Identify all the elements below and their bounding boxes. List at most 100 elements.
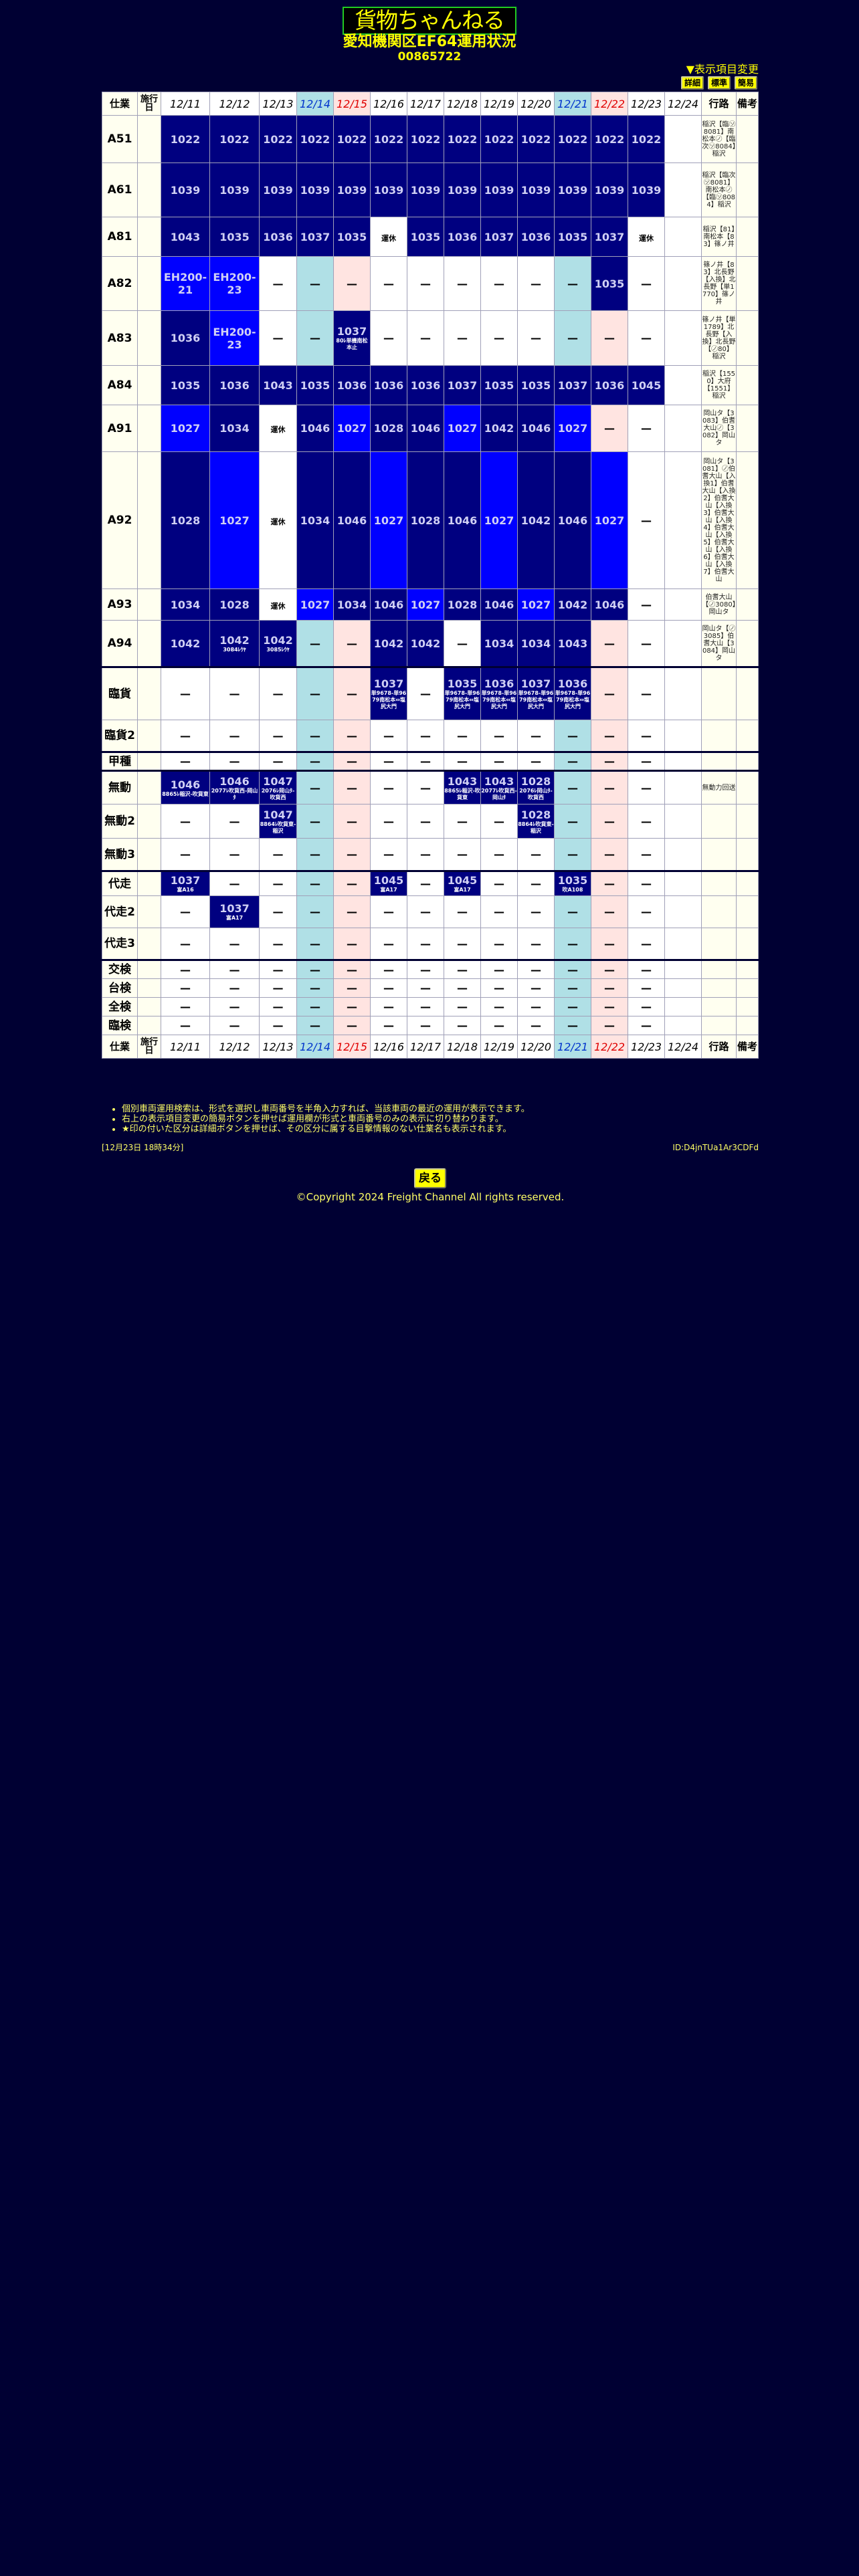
loco-number[interactable]: 1046 bbox=[219, 774, 250, 788]
loco-cell[interactable]: 1027 bbox=[554, 405, 591, 452]
loco-number[interactable]: 1037 bbox=[300, 230, 330, 243]
loco-cell[interactable]: 1022 bbox=[554, 115, 591, 163]
loco-cell[interactable]: 1028 2076ﾚ岡山ﾀ-吹貨西 bbox=[517, 770, 555, 804]
loco-cell[interactable]: 1039 bbox=[370, 163, 407, 217]
loco-number[interactable]: 1037 bbox=[219, 902, 250, 915]
date-header[interactable]: 12/21 bbox=[554, 92, 591, 116]
loco-number[interactable]: 1039 bbox=[484, 183, 514, 197]
loco-number[interactable]: 1028 bbox=[410, 514, 441, 527]
loco-number[interactable]: EH200-21 bbox=[163, 271, 207, 296]
loco-number[interactable]: 1043 bbox=[557, 637, 588, 650]
loco-number[interactable]: 1027 bbox=[170, 422, 201, 435]
loco-number[interactable]: 1022 bbox=[337, 132, 367, 146]
loco-number[interactable]: 1036 bbox=[170, 332, 201, 344]
loco-cell[interactable]: 1028 bbox=[407, 451, 444, 589]
loco-cell[interactable]: 1037 80ﾚ単機南松本止 bbox=[333, 310, 371, 366]
loco-number[interactable]: 1046 bbox=[557, 514, 588, 527]
loco-number[interactable]: 1036 bbox=[520, 230, 551, 243]
loco-cell[interactable]: 1037 bbox=[480, 217, 518, 257]
loco-cell[interactable]: 1046 2077ﾚ吹貨西-岡山ﾀ bbox=[209, 770, 260, 804]
loco-cell[interactable]: 1022 bbox=[161, 115, 210, 163]
loco-cell[interactable]: 1036 bbox=[370, 365, 407, 405]
loco-cell[interactable]: EH200-23 bbox=[209, 310, 260, 366]
loco-number[interactable]: 1039 bbox=[170, 183, 201, 197]
loco-number[interactable]: 1035 bbox=[170, 379, 201, 392]
shigyo-label[interactable]: A84 bbox=[102, 365, 138, 405]
loco-cell[interactable]: 1034 bbox=[333, 588, 371, 621]
loco-number[interactable]: 1022 bbox=[410, 132, 441, 146]
loco-cell[interactable]: 1039 bbox=[296, 163, 334, 217]
loco-number[interactable]: 1034 bbox=[337, 598, 367, 611]
date-header[interactable]: 12/11 bbox=[161, 92, 210, 116]
loco-number[interactable]: 1035 bbox=[410, 230, 441, 243]
loco-cell[interactable]: 1046 bbox=[370, 588, 407, 621]
loco-cell[interactable]: 1046 bbox=[591, 588, 628, 621]
shigyo-label[interactable]: A51 bbox=[102, 115, 138, 163]
loco-number[interactable]: 1047 bbox=[263, 774, 293, 788]
loco-number[interactable]: 1039 bbox=[594, 183, 625, 197]
shigyo-label[interactable]: 台検 bbox=[102, 978, 138, 998]
shigyo-label[interactable]: 臨貨 bbox=[102, 666, 138, 720]
shigyo-label[interactable]: A91 bbox=[102, 405, 138, 452]
loco-number[interactable]: 1037 bbox=[170, 874, 201, 887]
loco-number[interactable]: 1042 bbox=[557, 598, 588, 611]
loco-cell[interactable]: 1046 bbox=[296, 405, 334, 452]
loco-number[interactable]: 1022 bbox=[263, 132, 293, 146]
loco-cell[interactable]: 1028 bbox=[161, 451, 210, 589]
loco-cell[interactable]: 1022 bbox=[296, 115, 334, 163]
date-header[interactable]: 12/15 bbox=[333, 1035, 371, 1059]
loco-cell[interactable]: 1036 bbox=[161, 310, 210, 366]
loco-cell[interactable]: 1039 bbox=[407, 163, 444, 217]
loco-cell[interactable]: 1042 bbox=[554, 588, 591, 621]
loco-cell[interactable]: 1034 bbox=[296, 451, 334, 589]
date-header[interactable]: 12/17 bbox=[407, 1035, 444, 1059]
loco-cell[interactable]: 1045 富A17 bbox=[370, 870, 407, 896]
loco-number[interactable]: 1022 bbox=[631, 132, 662, 146]
loco-cell[interactable]: 1042 bbox=[370, 620, 407, 667]
loco-number[interactable]: 1027 bbox=[373, 514, 404, 527]
loco-cell[interactable]: 1035 bbox=[296, 365, 334, 405]
loco-cell[interactable]: 1035 bbox=[161, 365, 210, 405]
loco-cell[interactable]: 1043 bbox=[554, 620, 591, 667]
loco-cell[interactable]: 1036 bbox=[407, 365, 444, 405]
loco-number[interactable]: 1046 bbox=[170, 778, 201, 791]
shigyo-label[interactable]: 代走3 bbox=[102, 928, 138, 960]
loco-number[interactable]: 1042 bbox=[373, 637, 404, 650]
loco-number[interactable]: 1028 bbox=[219, 598, 250, 611]
loco-cell[interactable]: 1022 bbox=[591, 115, 628, 163]
loco-number[interactable]: 1046 bbox=[520, 422, 551, 435]
loco-number[interactable]: 1028 bbox=[520, 774, 551, 788]
loco-cell[interactable]: 1047 8864ﾚ吹貨東-稲沢 bbox=[259, 804, 297, 839]
loco-number[interactable]: 1039 bbox=[373, 183, 404, 197]
loco-cell[interactable]: 1035 bbox=[407, 217, 444, 257]
loco-cell[interactable]: 1039 bbox=[554, 163, 591, 217]
loco-cell[interactable]: 1022 bbox=[209, 115, 260, 163]
loco-number[interactable]: 1043 bbox=[263, 379, 293, 392]
date-header[interactable]: 12/19 bbox=[480, 92, 518, 116]
date-header[interactable]: 12/17 bbox=[407, 92, 444, 116]
loco-cell[interactable]: 1043 2077ﾚ吹貨西-岡山ﾀ bbox=[480, 770, 518, 804]
loco-number[interactable]: 1036 bbox=[337, 379, 367, 392]
loco-number[interactable]: 1036 bbox=[219, 379, 250, 392]
loco-cell[interactable]: 1046 8865ﾚ稲沢-吹貨東 bbox=[161, 770, 210, 804]
loco-number[interactable]: 1045 bbox=[447, 874, 478, 887]
loco-number[interactable]: 1046 bbox=[484, 598, 514, 611]
loco-number[interactable]: 1042 bbox=[219, 633, 250, 647]
date-header[interactable]: 12/20 bbox=[517, 92, 555, 116]
loco-number[interactable]: 1039 bbox=[447, 183, 478, 197]
loco-number[interactable]: 1047 bbox=[263, 808, 293, 821]
loco-number[interactable]: 1035 bbox=[219, 230, 250, 243]
loco-cell[interactable]: 1022 bbox=[370, 115, 407, 163]
loco-cell[interactable]: 1042 bbox=[480, 405, 518, 452]
loco-cell[interactable]: 1027 bbox=[517, 588, 555, 621]
loco-number[interactable]: 1027 bbox=[300, 598, 330, 611]
loco-number[interactable]: 1039 bbox=[263, 183, 293, 197]
date-header[interactable]: 12/13 bbox=[259, 1035, 297, 1059]
loco-number[interactable]: 1039 bbox=[631, 183, 662, 197]
loco-number[interactable]: 1027 bbox=[410, 598, 441, 611]
loco-number[interactable]: 1028 bbox=[373, 422, 404, 435]
loco-cell[interactable]: 1039 bbox=[628, 163, 665, 217]
loco-number[interactable]: 1035 bbox=[520, 379, 551, 392]
loco-cell[interactable]: 1027 bbox=[480, 451, 518, 589]
loco-cell[interactable]: 1046 bbox=[407, 405, 444, 452]
